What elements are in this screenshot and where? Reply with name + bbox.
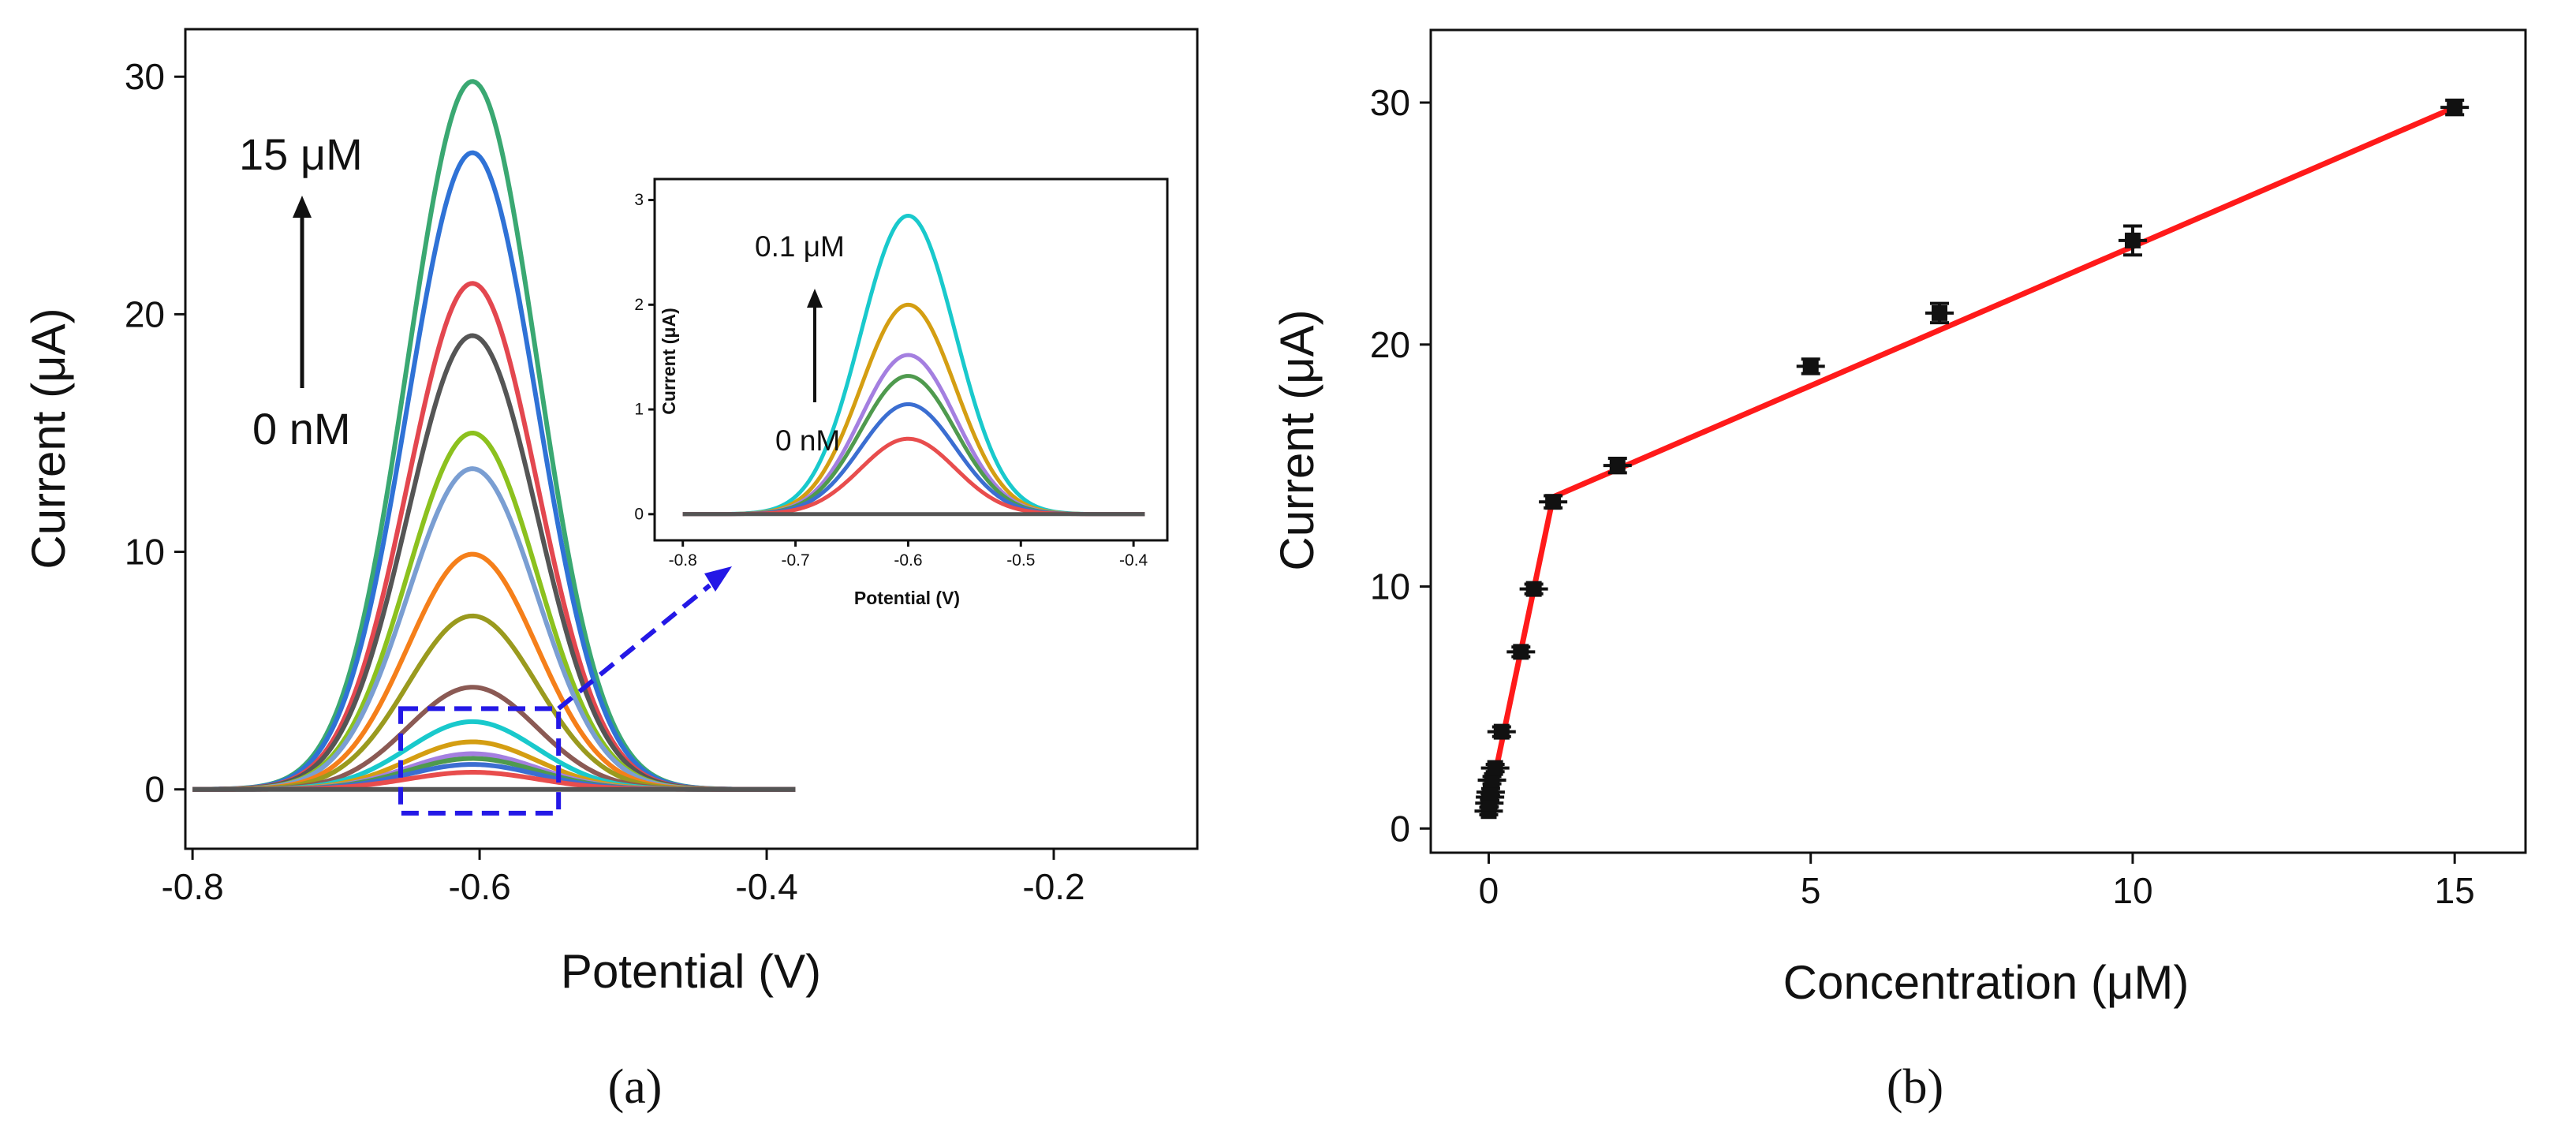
panel-b-x-ticks: 0 5 10 15 [1479, 853, 2475, 911]
point-marker [1487, 760, 1503, 776]
zoom-arrow-head [704, 566, 732, 592]
panel-a-annotation-bottom: 0 nM [252, 404, 351, 454]
inset-x-tick-label: -0.5 [1006, 551, 1035, 570]
inset-y-tick-label: 3 [634, 191, 644, 209]
inset-y-tick-label: 1 [634, 401, 644, 419]
data-point [1487, 723, 1516, 740]
data-point [1480, 760, 1510, 776]
inset-x-tick-label: -0.6 [894, 551, 922, 570]
point-marker [1525, 581, 1542, 597]
panel-b-y-axis-title: Current (μA) [1271, 309, 1323, 570]
panel-a-curves [192, 79, 796, 792]
panel-a-x-tick-label: -0.2 [1022, 866, 1085, 907]
inset-x-ticks: -0.8 -0.7 -0.6 -0.5 -0.4 [669, 540, 1148, 570]
inset-annotation-top: 0.1 μM [755, 230, 845, 263]
panel-a-x-tick-label: -0.6 [448, 866, 510, 907]
panel-b-chart: 0 5 10 15 0 10 20 30 Concentration (μM) Curren… [1271, 28, 2527, 1009]
data-point [1925, 301, 1954, 325]
data-point [1796, 357, 1825, 375]
panel-b-plot-frame [1429, 28, 2527, 854]
point-marker [1609, 458, 1626, 474]
panel-a-x-tick-label: -0.4 [735, 866, 797, 907]
panel-a-series-line-8 [192, 613, 796, 792]
panel-a-plot-frame [184, 28, 1199, 850]
panel-b-y-tick-label: 10 [1370, 566, 1410, 607]
panel-b-x-tick-label: 10 [2112, 870, 2152, 911]
panel-a-y-tick-label: 10 [125, 532, 165, 573]
inset-x-tick-label: -0.7 [781, 551, 809, 570]
panel-a-y-tick-label: 30 [125, 56, 165, 97]
inset-x-tick-label: -0.8 [669, 551, 697, 570]
data-point [2440, 98, 2470, 117]
panel-b-y-tick-label: 0 [1390, 808, 1410, 849]
panel-a-label: (a) [608, 1060, 663, 1114]
zoom-arrow-line [557, 583, 711, 711]
inset-arrow [807, 289, 823, 402]
panel-b-x-tick-label: 15 [2435, 870, 2475, 911]
point-marker [1545, 494, 1562, 510]
fit-line-2 [1550, 104, 2458, 500]
zoom-indicator [398, 566, 732, 816]
panel-a-arrow [293, 196, 312, 388]
data-point [1506, 644, 1536, 660]
panel-b-x-tick-label: 5 [1801, 870, 1821, 911]
data-point [1539, 494, 1568, 510]
panel-b-label: (b) [1887, 1060, 1943, 1114]
panel-a-y-ticks: 0 10 20 30 [125, 56, 185, 810]
panel-b-points [1474, 98, 2470, 820]
data-point [2118, 224, 2147, 257]
panel-b-x-tick-label: 0 [1479, 870, 1499, 911]
panel-b-y-tick-label: 20 [1370, 324, 1410, 365]
data-point [1477, 771, 1506, 788]
inset-x-axis-title: Potential (V) [854, 588, 960, 608]
inset-y-axis-title: Current (μA) [659, 308, 679, 414]
panel-a-y-tick-label: 0 [144, 769, 165, 810]
panel-b-y-tick-label: 30 [1370, 82, 1410, 123]
panel-b-x-axis-title: Concentration (μM) [1783, 956, 2190, 1009]
inset-y-ticks: 0 1 2 3 [634, 191, 655, 523]
inset-x-tick-label: -0.4 [1119, 551, 1148, 570]
point-marker [1484, 771, 1500, 788]
point-marker [1493, 723, 1510, 740]
panel-a-x-axis-title: Potential (V) [561, 945, 821, 998]
panel-a-annotation-top: 15 μM [239, 129, 363, 179]
inset-y-tick-label: 2 [634, 296, 644, 314]
point-marker [1932, 304, 1948, 321]
point-marker [1802, 358, 1819, 375]
inset-annotation-bottom: 0 nM [775, 424, 840, 457]
panel-a-x-ticks: -0.8 -0.6 -0.4 -0.2 [161, 849, 1085, 907]
point-marker [2124, 232, 2141, 248]
data-point [1603, 456, 1632, 475]
inset-background [655, 179, 1167, 540]
panel-a-y-axis-title: Current (μA) [22, 308, 75, 569]
zoom-box [398, 706, 562, 816]
point-marker [2447, 99, 2463, 116]
panel-b-fit-lines [1485, 104, 2458, 808]
inset-y-tick-label: 0 [634, 505, 644, 523]
panel-b-y-ticks: 0 10 20 30 [1370, 82, 1431, 849]
point-marker [1482, 784, 1499, 801]
data-point [1519, 581, 1548, 597]
panel-a-y-tick-label: 20 [125, 293, 165, 334]
panel-a-x-tick-label: -0.8 [161, 866, 223, 907]
inset-curves [682, 213, 1145, 517]
point-marker [1513, 644, 1529, 660]
inset-plot-frame [653, 177, 1169, 542]
data-point [1476, 784, 1505, 801]
